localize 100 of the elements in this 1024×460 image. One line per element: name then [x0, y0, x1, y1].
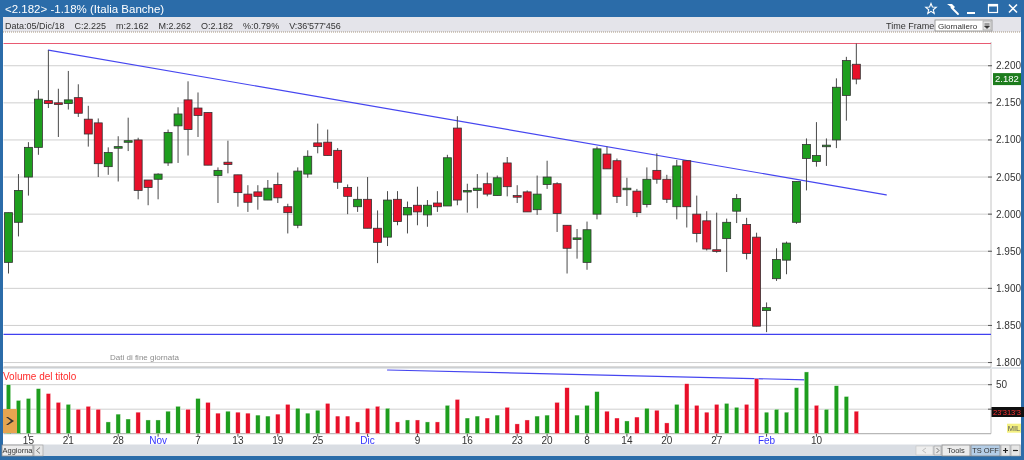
x-tick-label: 23 — [511, 435, 524, 447]
bar — [694, 405, 700, 434]
bar — [534, 415, 540, 434]
candlestick — [213, 166, 223, 204]
bar — [225, 410, 231, 434]
candlestick — [223, 140, 233, 174]
bar — [594, 391, 600, 434]
bar — [75, 408, 81, 434]
bar — [684, 383, 690, 434]
dropdown: Giornaliero — [934, 19, 993, 32]
bar — [125, 418, 131, 434]
bar — [155, 419, 161, 434]
y-tick-label: 2.000 — [996, 208, 1022, 220]
bar — [843, 396, 849, 434]
text: O:2.182 — [201, 20, 234, 31]
y-tick-label: 1.900 — [996, 282, 1022, 294]
bar — [524, 419, 530, 434]
bar — [644, 408, 650, 434]
bar — [454, 399, 460, 434]
bar — [604, 410, 610, 434]
bar — [474, 415, 480, 434]
bar — [544, 414, 550, 434]
bar — [434, 421, 440, 434]
bar — [65, 404, 71, 434]
bar — [325, 403, 331, 434]
bar — [494, 414, 500, 434]
bar — [195, 398, 201, 434]
bar — [345, 415, 351, 434]
x-tick-label: 20 — [541, 435, 554, 447]
bar — [215, 412, 221, 434]
bar — [734, 407, 740, 434]
bar — [444, 405, 450, 434]
y-tick-label: 2.150 — [996, 97, 1022, 109]
bar — [115, 413, 121, 434]
chart-title: <2.182> -1.18% (Italia Banche) — [5, 3, 165, 15]
bar — [853, 410, 859, 434]
bar — [405, 419, 410, 434]
bar — [554, 402, 560, 434]
x-tick-label: 13 — [232, 435, 244, 447]
x-tick-label: Nov — [149, 435, 168, 447]
x-tick-label: 8 — [584, 435, 591, 447]
bar — [385, 408, 390, 434]
x-tick-label: 19 — [272, 435, 284, 447]
bar — [35, 388, 41, 434]
bar — [774, 408, 779, 434]
bar — [265, 415, 271, 434]
bar — [145, 419, 151, 434]
bar — [804, 371, 809, 434]
bar — [85, 406, 91, 434]
x-tick-label: 21 — [62, 435, 75, 447]
bar — [315, 409, 321, 434]
bar — [564, 387, 570, 434]
candlestick — [343, 183, 353, 215]
bar — [823, 408, 829, 434]
x-tick-label: 10 — [810, 435, 823, 447]
x-tick-label: 25 — [312, 435, 324, 447]
bar — [335, 415, 341, 434]
x-tick-label: 28 — [112, 435, 125, 447]
bar — [514, 423, 520, 434]
bar — [674, 404, 680, 434]
bar — [814, 405, 819, 434]
bar — [255, 414, 261, 434]
y-tick-label: 2.200 — [996, 60, 1022, 72]
x-tick-label: 7 — [195, 435, 202, 447]
bar — [654, 409, 660, 434]
bar — [724, 403, 730, 434]
annotation: Dati di fine giornata — [110, 352, 180, 362]
bar — [624, 420, 630, 434]
bar — [365, 408, 371, 434]
text: V:36'577'456 — [289, 20, 341, 31]
bar — [574, 414, 580, 434]
candlestick — [822, 137, 831, 167]
x-tick-label: Feb — [757, 435, 776, 447]
bar — [305, 412, 311, 434]
bar — [424, 421, 430, 434]
text: m:2.162 — [116, 20, 149, 31]
x-tick-label: 20 — [661, 435, 673, 447]
bar — [95, 408, 101, 434]
bar — [744, 404, 750, 434]
bar — [285, 404, 291, 434]
candlestick — [732, 193, 742, 224]
bar — [135, 411, 141, 434]
bar — [664, 422, 670, 434]
x-tick-label: 27 — [711, 435, 723, 447]
bar — [235, 411, 241, 434]
bar — [175, 406, 181, 434]
x-tick-label: 14 — [621, 435, 633, 447]
bar — [415, 419, 420, 434]
text: C:2.225 — [74, 20, 107, 31]
bar — [295, 408, 301, 434]
bar — [754, 378, 760, 434]
x-tick-label: 16 — [461, 435, 474, 447]
y-tick-label: 1.950 — [996, 245, 1022, 257]
text: M:2.262 — [158, 20, 192, 31]
x-tick-label: 9 — [414, 435, 421, 447]
y-tick-label: 1.850 — [996, 319, 1022, 331]
x-tick-label: 15 — [22, 435, 35, 447]
text: Time Frame — [886, 20, 935, 31]
bar — [484, 417, 490, 434]
bar — [584, 405, 590, 434]
